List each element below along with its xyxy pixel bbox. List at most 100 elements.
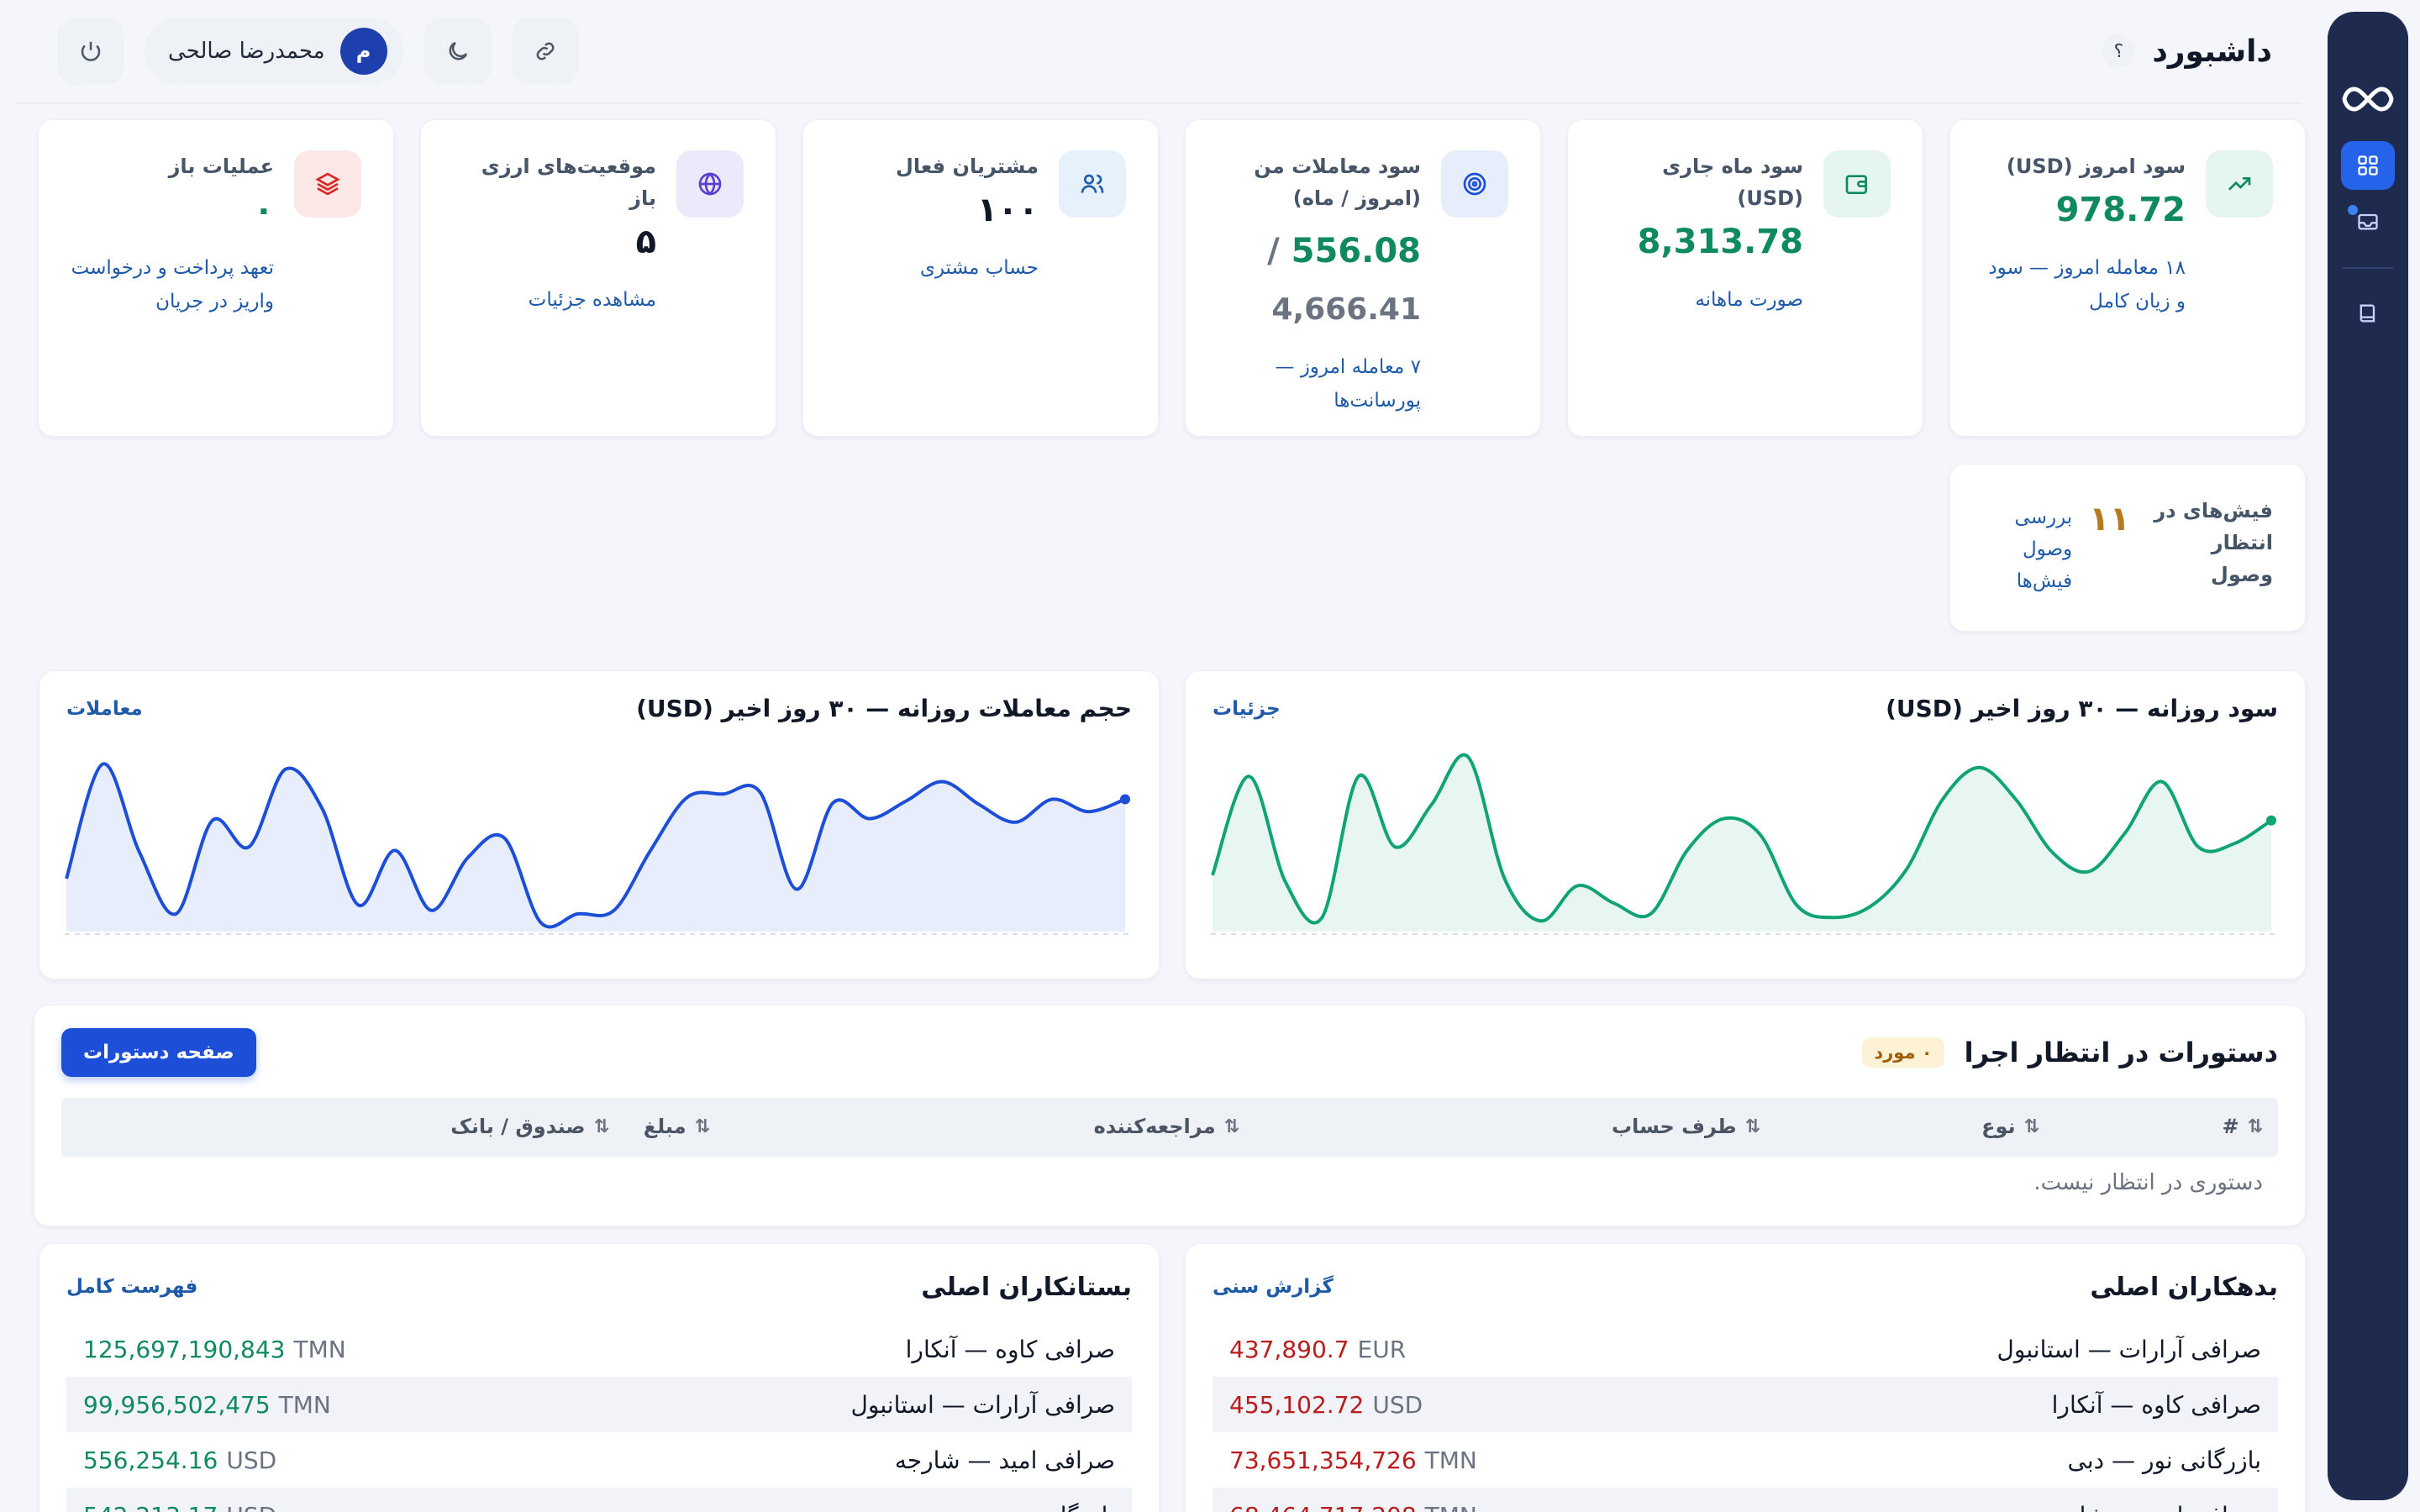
creditors-list: صرافی کاوه — آنکارا 125,697,190,843 TMN ص… [66,1321,1132,1512]
stat-card-open-operations[interactable]: عملیات باز ۰ تعهد پرداخت و درخواست واریز… [38,119,394,437]
daily-volume-chart-card: حجم معاملات روزانه — ۳۰ روز اخیر (USD) م… [39,670,1160,979]
receipts-link[interactable]: بررسی وصول فیش‌ها [2014,507,2073,592]
stat-link[interactable]: تعهد پرداخت و درخواست واریز در جریان [71,257,274,312]
amount-value: 556,254.16 [83,1446,218,1474]
party-name: صرافی امید — شارجه [894,1446,1115,1474]
chart-area-fill [1213,754,2271,932]
party-name: صرافی امید — شارجه [2041,1502,2261,1512]
chart-last-point[interactable] [1120,794,1130,805]
chart-series-line [1211,753,2273,925]
sidebar-divider [2343,267,2393,269]
column-label: # [2222,1115,2239,1138]
balance-amount: 556,254.16 USD [83,1446,276,1474]
balance-amount: 125,697,190,843 TMN [83,1336,346,1363]
layers-icon [294,150,361,218]
orders-page-button[interactable]: صفحه دستورات [61,1028,256,1077]
list-item[interactable]: بازرگانی نور — دبی 73,651,354,726 TMN [1213,1432,2278,1488]
column-header-amount[interactable]: ⇅ مبلغ [644,1115,710,1138]
logout-button[interactable] [57,18,124,85]
user-menu[interactable]: م محمدرضا صالحی [145,18,404,85]
currency-code: USD [1372,1390,1423,1419]
page-title: داشبورد [2152,34,2272,69]
list-item[interactable]: صرافی کاوه — آنکارا 125,697,190,843 TMN [66,1321,1132,1377]
orders-count-badge: ۰ مورد [1862,1037,1944,1068]
sidebar-book-button[interactable] [2341,289,2395,338]
list-item[interactable]: صرافی امید — شارجه 68,464,717,208 TMN [1213,1488,2278,1512]
column-header-client[interactable]: ⇅ مراجعه‌کننده [1094,1115,1239,1138]
currency-code: TMN [1424,1446,1477,1474]
daily-volume-chart [65,762,1132,935]
column-header-number[interactable]: ⇅ # [2222,1115,2263,1138]
column-label: مراجعه‌کننده [1093,1115,1216,1138]
pending-orders-card: دستورات در انتظار اجرا ۰ مورد صفحه دستور… [34,1005,2306,1226]
list-item[interactable]: صرافی آرارات — استانبول 99,956,502,475 TM… [66,1377,1132,1432]
sort-icon: ⇅ [2247,1116,2263,1137]
list-item[interactable]: صرافی امید — شارجه 556,254.16 USD [66,1432,1132,1488]
wallet-icon [1823,150,1891,218]
notification-dot [2348,205,2358,215]
stat-link[interactable]: حساب مشتری [919,257,1039,279]
sidebar [2328,12,2408,1500]
stat-label: موقعیت‌های ارزی باز [481,155,656,210]
sort-icon: ⇅ [1744,1116,1760,1137]
chart-details-link[interactable]: جزئیات [1213,697,1281,720]
sidebar-dashboard-button[interactable] [2341,141,2395,190]
help-icon[interactable]: ؟ [2102,34,2136,68]
sort-icon: ⇅ [694,1116,710,1137]
chart-title: حجم معاملات روزانه — ۳۰ روز اخیر (USD) [636,695,1132,722]
stat-link[interactable]: صورت ماهانه [1695,289,1803,311]
stat-card-today-profit[interactable]: سود امروز (USD) 978.72 ۱۸ معامله امروز —… [1949,119,2306,437]
sort-icon: ⇅ [593,1116,609,1137]
pending-receipts-card[interactable]: فیش‌های در انتظار وصول ۱۱ بررسی وصول فیش… [1949,464,2306,632]
party-name: بازرگانی نور — دبی [2067,1446,2261,1474]
balance-amount: 99,956,502,475 TMN [83,1391,331,1419]
party-name: صرافی کاوه — آنکارا [2051,1390,2261,1419]
party-name: صرافی کاوه — آنکارا [905,1335,1115,1363]
top-header: داشبورد ؟ م محمدرضا صالحی [17,0,2302,104]
stat-value: 556.08 / 4,666.41 [1218,223,1421,339]
stat-card-my-trades-profit[interactable]: سود معاملات من (امروز / ماه) 556.08 / 4,… [1185,119,1541,437]
full-list-link[interactable]: فهرست کامل [66,1276,198,1298]
column-header-counterparty[interactable]: ⇅ طرف حساب [1612,1115,1760,1138]
stat-label: مشتریان فعال [896,155,1039,178]
list-item[interactable]: صرافی آرارات — استانبول 437,890.7 EUR [1213,1321,2278,1377]
link-icon [536,42,555,60]
column-header-fund-bank[interactable]: ⇅ صندوق / بانک [450,1115,609,1138]
debtors-list: صرافی آرارات — استانبول 437,890.7 EUR صرا… [1213,1321,2278,1512]
stat-card-active-customers[interactable]: مشتریان فعال ۱۰۰ حساب مشتری [802,119,1159,437]
amount-value: 125,697,190,843 [83,1335,286,1363]
daily-profit-chart [1211,753,2278,935]
link-button[interactable] [511,18,579,85]
user-name: محمدرضا صالحی [168,39,325,64]
list-item[interactable]: بازرگانی نور — دبی 542,213.17 USD [66,1488,1132,1512]
stat-label: عملیات باز [168,155,274,178]
currency-code: TMN [1425,1502,1477,1512]
stat-value: ۰ [253,191,274,229]
party-name: بازرگانی نور — دبی [922,1502,1115,1512]
balance-amount: 542,213.17 USD [83,1502,276,1512]
inbox-icon [2358,213,2378,230]
chart-trades-link[interactable]: معاملات [66,697,143,720]
aging-report-link[interactable]: گزارش سنی [1213,1276,1334,1298]
chart-last-point[interactable] [2266,815,2276,826]
chart-series-line [65,762,1126,929]
moon-icon [449,41,467,60]
theme-toggle-button[interactable] [424,18,492,85]
stat-card-month-profit[interactable]: سود ماه جاری (USD) 8,313.78 صورت ماهانه [1567,119,1923,437]
stat-label: سود ماه جاری (USD) [1662,155,1803,210]
stat-value: 8,313.78 [1637,223,1803,261]
chart-title: سود روزانه — ۳۰ روز اخیر (USD) [1886,695,2278,722]
list-item[interactable]: صرافی کاوه — آنکارا 455,102.72 USD [1213,1377,2278,1432]
stat-link[interactable]: ۷ معامله امروز — پورسانت‌ها [1275,356,1421,412]
stat-link[interactable]: ۱۸ معامله امروز — سود و زیان کامل [1988,257,2186,312]
stat-link[interactable]: مشاهده جزئیات [528,289,656,311]
stat-card-open-fx-positions[interactable]: موقعیت‌های ارزی باز ۵ مشاهده جزئیات [420,119,776,437]
column-header-type[interactable]: ⇅ نوع [1981,1115,2039,1138]
column-label: طرف حساب [1611,1115,1737,1138]
infinity-logo-icon [2342,87,2394,112]
sidebar-inbox-button[interactable] [2341,197,2395,245]
amount-value: 542,213.17 [83,1502,218,1512]
currency-code: TMN [278,1390,331,1419]
users-icon [1059,150,1126,218]
power-icon [81,41,101,61]
